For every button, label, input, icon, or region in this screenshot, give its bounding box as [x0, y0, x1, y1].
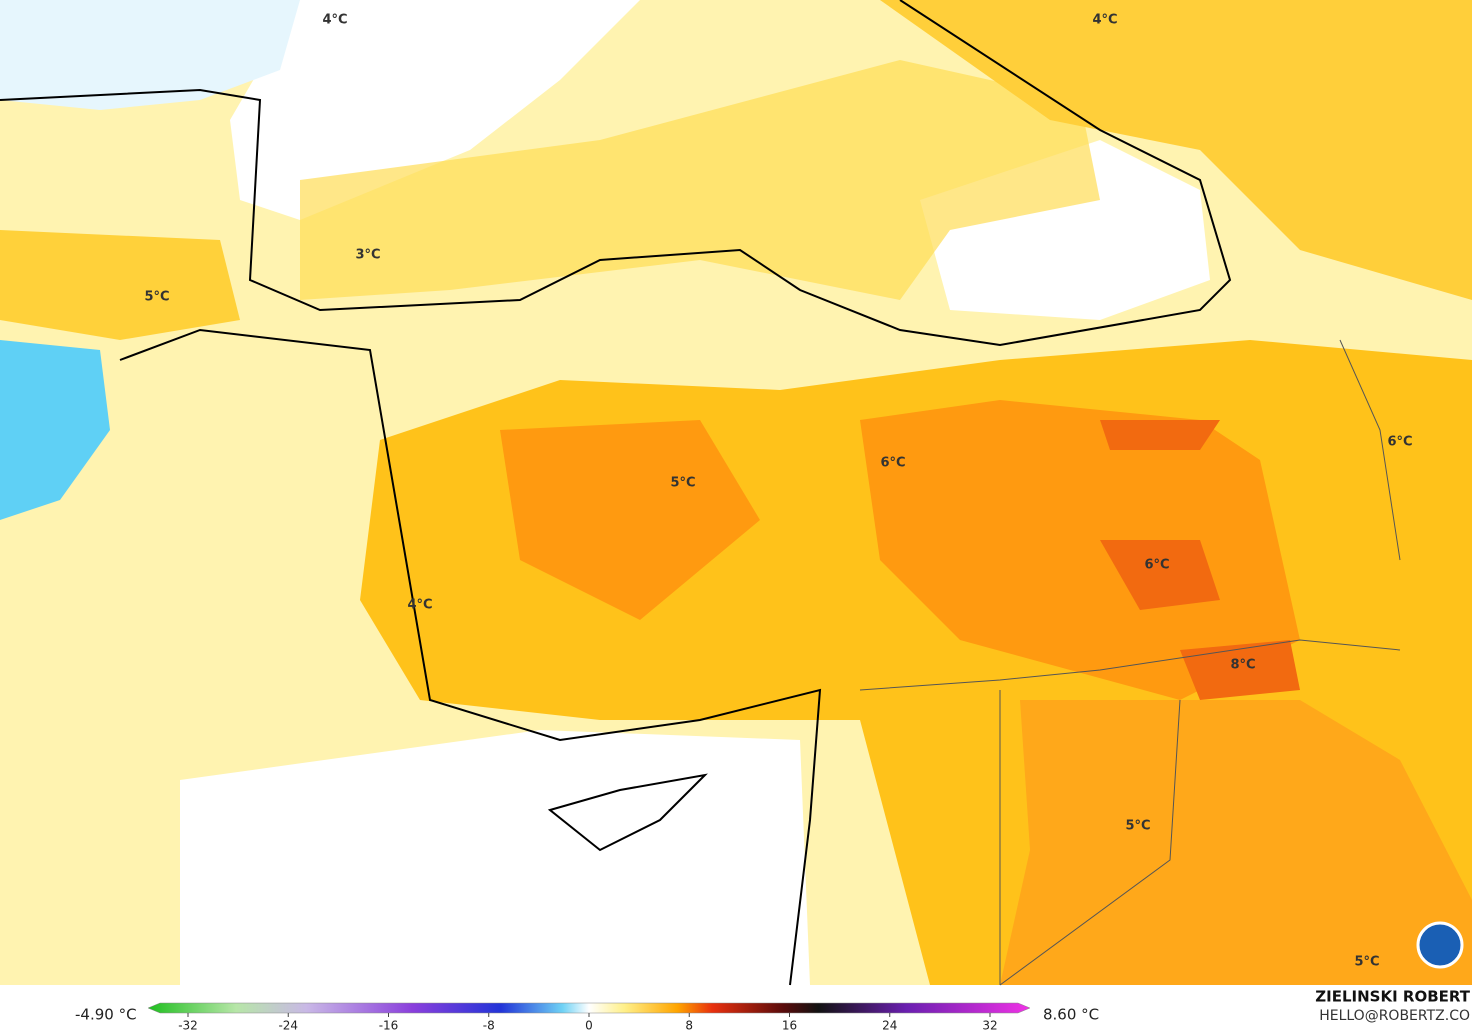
colorbar-min: -4.90 °C: [75, 1006, 137, 1024]
colorbar-tick-label: 8: [685, 1019, 693, 1033]
cold-region: [0, 0, 300, 110]
map-label: 5°C: [1125, 819, 1150, 834]
warm-region: [300, 60, 1100, 300]
map-label: 6°C: [1144, 558, 1169, 573]
map-label: 6°C: [880, 456, 905, 471]
warm-region: [0, 230, 240, 340]
map-label: 8°C: [1230, 658, 1255, 673]
colorbar: -4.90 °C 8.60 °C ZIELINSKI ROBERT HELLO@…: [75, 988, 1471, 1033]
coastline: [0, 0, 1232, 347]
warm-region: [1000, 700, 1472, 985]
hot-region: [860, 400, 1300, 700]
colorbar-ramp: [147, 1002, 1031, 1014]
colorbar-tick-label: 24: [882, 1019, 897, 1033]
map-label: 3°C: [355, 248, 380, 263]
map-label: 4°C: [407, 598, 432, 613]
map-area: 4°C 4°C 3°C 5°C 6°C 6°C 5°C 6°C 4°C 8°C 5°C 5°C: [0, 0, 1472, 986]
colorbar-tick-label: -16: [379, 1019, 399, 1033]
cold-region: [180, 730, 810, 985]
cold-region: [230, 0, 640, 220]
map-label: 5°C: [144, 290, 169, 305]
map-label: 5°C: [670, 476, 695, 491]
map-label: 4°C: [1092, 13, 1117, 28]
credit-contact: HELLO@ROBERTZ.CO: [1319, 1008, 1470, 1024]
colorbar-max: 8.60 °C: [1043, 1006, 1099, 1024]
credit-name: ZIELINSKI ROBERT: [1315, 988, 1470, 1006]
colorbar-tick-label: -32: [178, 1019, 198, 1033]
colorbar-tick-label: -24: [278, 1019, 298, 1033]
island: [547, 773, 708, 852]
colorbar-tick-label: -8: [483, 1019, 495, 1033]
country-border: [859, 339, 1401, 986]
hot-region: [500, 420, 760, 620]
colorbar-tick-label: 16: [782, 1019, 797, 1033]
map-label: 5°C: [1354, 955, 1379, 970]
warm-region: [880, 0, 1472, 300]
cold-region: [0, 340, 110, 520]
map-label: 6°C: [1387, 435, 1412, 450]
coastline: [119, 328, 822, 986]
map-label: 4°C: [322, 13, 347, 28]
colorbar-tick-label: 32: [982, 1019, 997, 1033]
noaa-logo: [1416, 921, 1464, 969]
map-labels: 4°C 4°C 3°C 5°C 6°C 6°C 5°C 6°C 4°C 8°C 5°C 5°C: [144, 13, 1412, 970]
hot-region: [1100, 420, 1300, 700]
colorbar-tick-label: 0: [585, 1019, 593, 1033]
